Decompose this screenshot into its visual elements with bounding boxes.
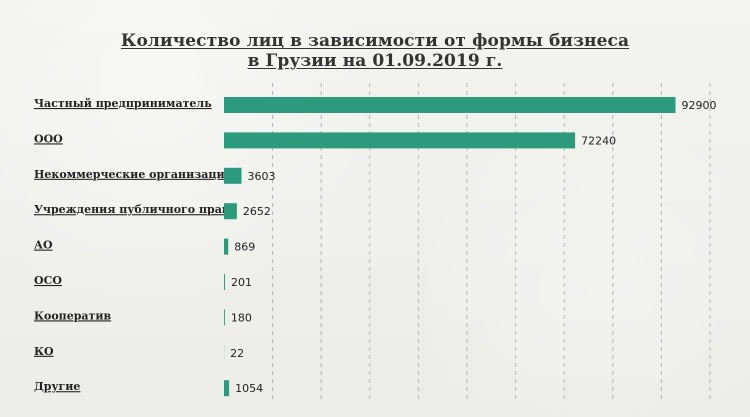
category-label: ООО	[34, 132, 63, 145]
value-label: 201	[231, 276, 252, 289]
bar	[224, 167, 242, 184]
value-label: 22	[230, 347, 244, 360]
category-label: Некоммерческие организации	[34, 168, 233, 181]
bar	[224, 274, 225, 290]
bar	[224, 203, 237, 220]
bar	[224, 97, 676, 113]
category-label: Другие	[34, 380, 80, 393]
value-label: 869	[234, 241, 255, 254]
category-label: АО	[34, 239, 53, 252]
category-label: Учреждения публичного права	[34, 203, 237, 216]
value-label: 92900	[681, 99, 716, 112]
category-label: Кооператив	[34, 309, 112, 322]
bar	[224, 309, 225, 326]
value-label: 72240	[581, 134, 616, 147]
bar	[224, 132, 576, 149]
category-label: Частный предприниматель	[34, 97, 212, 110]
category-label: ОСО	[34, 274, 62, 287]
value-label: 1054	[235, 382, 263, 395]
value-label: 3603	[248, 170, 276, 183]
value-label: 2652	[243, 205, 271, 218]
chart-title: Количество лиц в зависимости от формы би…	[120, 31, 630, 71]
bar	[224, 238, 229, 255]
bar	[224, 380, 230, 397]
value-label: 180	[231, 311, 252, 324]
category-label: КО	[34, 345, 54, 358]
